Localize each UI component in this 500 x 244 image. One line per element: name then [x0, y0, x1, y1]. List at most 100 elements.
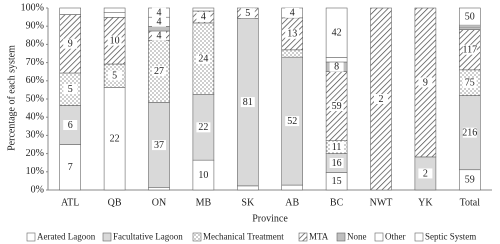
legend-swatch	[414, 232, 424, 242]
label-bg	[285, 116, 300, 127]
segment-label: 5	[245, 8, 250, 19]
legend-label: MTA	[309, 232, 329, 242]
segment-label: 9	[68, 39, 73, 50]
label-bg	[462, 127, 477, 138]
label-bg	[374, 94, 388, 104]
label-bg	[152, 7, 166, 18]
segment-label: 4	[157, 7, 162, 18]
label-bg	[107, 70, 122, 81]
legend-label: Mechanical Treatment	[203, 232, 284, 242]
label-bg	[462, 44, 477, 55]
segment-label: 9	[423, 77, 428, 88]
label-bg	[329, 157, 344, 168]
segment-label: 4	[157, 30, 162, 41]
bar-segment	[192, 7, 215, 12]
segment-label: 27	[154, 66, 164, 77]
x-tick-label: SK	[241, 197, 255, 208]
segment-label: 8	[334, 62, 339, 73]
segment-label: 75	[465, 77, 475, 88]
segment-label: 37	[154, 140, 164, 151]
label-bg	[329, 61, 344, 72]
x-tick-label: YK	[418, 197, 433, 208]
legend-label: Septic System	[425, 232, 476, 242]
label-bg	[196, 122, 211, 133]
label-bg	[107, 35, 122, 46]
y-tick-label: 20%	[26, 148, 44, 159]
label-bg	[196, 53, 211, 64]
y-tick-label: 50%	[26, 93, 44, 104]
segment-label: 24	[198, 54, 208, 65]
y-tick-label: 0%	[31, 184, 44, 195]
segment-label: 81	[243, 97, 253, 108]
segment-label: 13	[287, 29, 297, 40]
segment-label: 4	[157, 17, 162, 28]
segment-label: 5	[112, 70, 117, 81]
x-tick-label: MB	[196, 197, 212, 208]
label-bg	[240, 8, 255, 19]
legend-swatch	[192, 232, 202, 242]
label-bg	[462, 174, 477, 185]
segment-label: 50	[465, 11, 475, 22]
label-bg	[418, 77, 433, 88]
y-tick-label: 80%	[26, 39, 44, 50]
label-bg	[285, 7, 300, 18]
bar-segment	[458, 26, 481, 30]
legend-label: Facultative Lagoon	[113, 232, 183, 242]
label-bg	[107, 133, 122, 144]
y-tick-label: 30%	[26, 130, 44, 141]
bar-segment	[148, 187, 170, 191]
y-tick-label: 90%	[26, 20, 44, 31]
label-bg	[462, 77, 477, 88]
bar-segment	[325, 57, 348, 63]
label-bg	[152, 16, 166, 27]
label-bg	[329, 142, 344, 153]
segment-label: 42	[332, 27, 342, 38]
bar-segment	[237, 185, 259, 191]
label-bg	[63, 162, 78, 173]
bar-segment	[281, 49, 304, 58]
y-tick-label: 70%	[26, 57, 44, 68]
label-bg	[329, 176, 344, 187]
y-axis-title: Percentage of each system	[6, 45, 17, 151]
label-bg	[152, 66, 166, 77]
label-bg	[196, 170, 211, 181]
legend-swatch	[26, 232, 36, 242]
label-bg	[240, 97, 255, 108]
segment-label: 4	[290, 8, 295, 19]
label-bg	[152, 140, 166, 151]
label-bg	[152, 30, 166, 41]
label-bg	[329, 101, 344, 112]
label-bg	[63, 84, 78, 95]
segment-label: 216	[462, 127, 477, 138]
segment-label: 7	[68, 162, 73, 173]
label-bg	[418, 168, 433, 179]
bar-segment	[103, 12, 126, 18]
segment-label: 11	[332, 142, 342, 153]
segment-label: 10	[198, 170, 208, 181]
x-axis-title: Province	[252, 213, 288, 224]
segment-label: 52	[287, 116, 297, 127]
segment-label: 2	[379, 94, 384, 105]
segment-label: 10	[110, 35, 120, 46]
x-tick-label: ON	[152, 197, 166, 208]
segment-label: 6	[68, 120, 73, 131]
legend-swatch	[374, 232, 384, 242]
segment-label: 15	[332, 176, 342, 187]
bar-segment	[59, 7, 82, 15]
label-bg	[63, 38, 78, 49]
legend-label: Aerated Lagoon	[37, 232, 96, 242]
label-bg	[462, 11, 477, 22]
label-bg	[329, 27, 344, 38]
y-tick-label: 40%	[26, 111, 44, 122]
legend-swatch	[102, 232, 112, 242]
legend-label: Other	[385, 232, 406, 242]
y-tick-label: 10%	[26, 166, 44, 177]
legend-swatch	[336, 232, 346, 242]
segment-label: 117	[462, 45, 477, 56]
y-tick-label: 60%	[26, 75, 44, 86]
x-tick-label: AB	[285, 197, 299, 208]
label-bg	[196, 11, 211, 22]
segment-label: 22	[110, 133, 120, 144]
bar-segment	[103, 7, 126, 13]
